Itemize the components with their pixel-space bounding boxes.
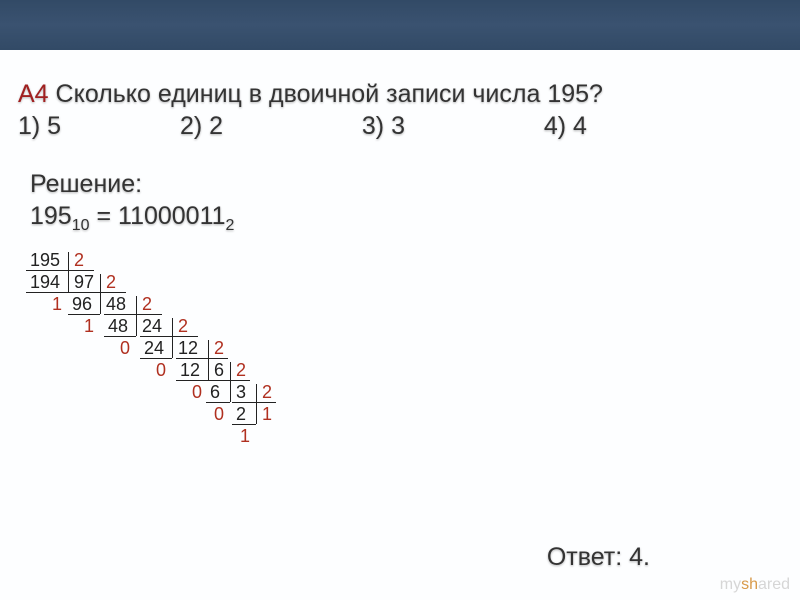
divisor: 2: [236, 360, 246, 381]
eq-eq: =: [90, 202, 119, 230]
solution-label: Решение:: [30, 170, 142, 199]
remainder: 0: [156, 360, 166, 381]
remainder: 0: [192, 382, 202, 403]
wm-sh: sh: [741, 576, 758, 593]
dividend: 195: [30, 250, 60, 271]
question-text: A4 Сколько единиц в двоичной записи числ…: [18, 80, 603, 109]
answer-options: 1) 5 2) 2 3) 3 4) 4: [18, 112, 718, 141]
dividend-underline: [104, 314, 136, 315]
eq-sub2: 2: [226, 217, 235, 234]
quotient: 6: [214, 360, 224, 381]
watermark: myshared: [720, 576, 790, 594]
subtrahend: 12: [180, 360, 200, 381]
subtrahend-underline: [232, 424, 256, 425]
subtrahend-underline: [206, 402, 230, 403]
eq-sub1: 10: [72, 217, 90, 234]
division-hline: [256, 402, 276, 403]
division-vline: [68, 252, 69, 292]
division-vline: [230, 362, 231, 402]
answer-text: Ответ: 4.: [547, 543, 650, 572]
wm-ed: ed: [772, 576, 790, 593]
wm-ar: ar: [758, 576, 772, 593]
dividend-underline: [176, 358, 208, 359]
eq-rhs: 11000011: [118, 202, 226, 230]
remainder: 1: [240, 426, 250, 447]
division-hline: [230, 380, 250, 381]
question-number: A4: [18, 80, 49, 108]
division-hline: [172, 336, 198, 337]
subtrahend: 48: [108, 316, 128, 337]
subtrahend: 194: [30, 272, 60, 293]
quotient: 24: [142, 316, 162, 337]
subtrahend: 24: [144, 338, 164, 359]
subtrahend: 96: [72, 294, 92, 315]
divisor: 2: [106, 272, 116, 293]
option-2: 2) 2: [180, 112, 355, 141]
division-vline: [256, 384, 257, 424]
subtrahend: 2: [236, 404, 246, 425]
divisor: 2: [214, 338, 224, 359]
subtrahend-underline: [68, 314, 100, 315]
subtrahend-underline: [26, 292, 68, 293]
question-body: Сколько единиц в двоичной записи числа 1…: [56, 80, 603, 108]
remainder: 0: [214, 404, 224, 425]
option-4: 4) 4: [544, 112, 587, 141]
dividend-underline: [206, 380, 230, 381]
subtrahend-underline: [176, 380, 208, 381]
subtrahend-underline: [140, 358, 172, 359]
divisor: 2: [74, 250, 84, 271]
division-vline: [100, 274, 101, 314]
quotient: 48: [106, 294, 126, 315]
dividend-underline: [140, 336, 172, 337]
division-vline: [136, 296, 137, 336]
division-hline: [68, 270, 94, 271]
solution-equation: 19510 = 110000112: [30, 202, 234, 235]
dividend-underline: [232, 402, 256, 403]
dividend-underline: [68, 292, 100, 293]
dividend-underline: [26, 270, 68, 271]
divisor: 2: [262, 382, 272, 403]
subtrahend: 6: [210, 382, 220, 403]
eq-lhs: 195: [30, 202, 72, 230]
quotient: 1: [262, 404, 272, 425]
quotient: 3: [236, 382, 246, 403]
divisor: 2: [142, 294, 152, 315]
quotient: 97: [74, 272, 94, 293]
division-hline: [100, 292, 126, 293]
remainder: 1: [84, 316, 94, 337]
subtrahend-underline: [104, 336, 136, 337]
wm-my: my: [720, 576, 741, 593]
divisor: 2: [178, 316, 188, 337]
remainder: 1: [52, 294, 62, 315]
remainder: 0: [120, 338, 130, 359]
option-1: 1) 5: [18, 112, 173, 141]
option-3: 3) 3: [362, 112, 537, 141]
division-vline: [172, 318, 173, 358]
division-vline: [208, 340, 209, 380]
division-hline: [136, 314, 162, 315]
division-hline: [208, 358, 228, 359]
quotient: 12: [178, 338, 198, 359]
top-bar: [0, 0, 800, 50]
